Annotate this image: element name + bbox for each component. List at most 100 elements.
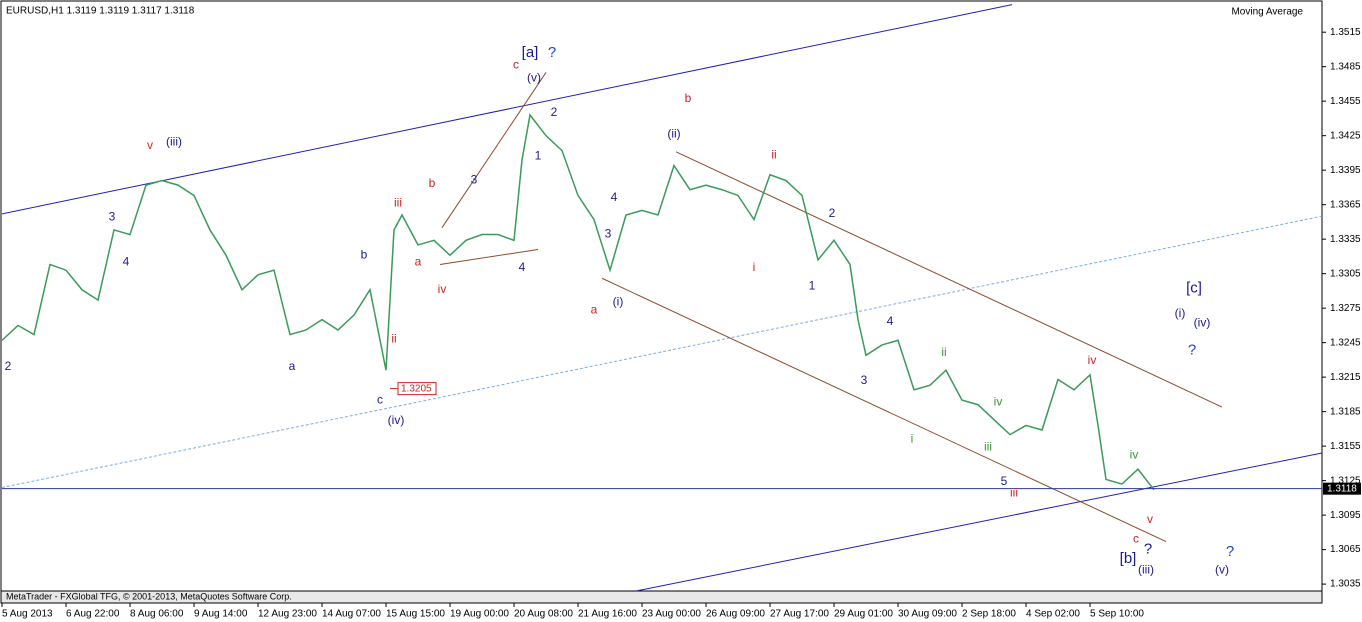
wave-label: 2 — [5, 359, 12, 373]
wave-label: a — [415, 254, 422, 268]
wave-label: (iii) — [166, 135, 182, 149]
y-tick-label: 1.3275 — [1330, 303, 1361, 314]
level-label: 1.3205 — [401, 383, 432, 394]
x-tick-label: 14 Aug 07:00 — [322, 609, 381, 620]
y-tick-label: 1.3155 — [1330, 441, 1361, 452]
wave-label: ii — [391, 331, 396, 345]
wave-label: iii — [984, 439, 992, 453]
wave-label: 3 — [109, 209, 116, 223]
wave-label: 5 — [1001, 474, 1008, 488]
wave-label: 3 — [861, 373, 868, 387]
wave-label: 2 — [829, 206, 836, 220]
y-tick-label: 1.3215 — [1330, 372, 1361, 383]
trendline — [441, 72, 547, 228]
y-tick-label: 1.3365 — [1330, 199, 1361, 210]
y-tick-label: 1.3335 — [1330, 234, 1361, 245]
wave-label: v — [147, 138, 153, 152]
y-tick-label: 1.3035 — [1330, 579, 1361, 590]
trendline — [2, 4, 1013, 215]
x-tick-label: 21 Aug 16:00 — [578, 609, 637, 620]
wave-label: [c] — [1186, 280, 1202, 297]
wave-label: (iii) — [1138, 562, 1154, 576]
last-price-box — [1323, 482, 1361, 495]
wave-label: (i) — [613, 295, 624, 309]
wave-label: c — [513, 58, 519, 72]
wave-label: iii — [394, 196, 402, 210]
wave-label: [b] — [1120, 550, 1137, 567]
wave-label: 3 — [605, 227, 612, 241]
wave-label: b — [429, 176, 436, 190]
wave-label: iv — [438, 282, 447, 296]
y-tick-label: 1.3095 — [1330, 510, 1361, 521]
wave-label: (v) — [1215, 562, 1229, 576]
chart-title: EURUSD,H1 1.3119 1.3119 1.3117 1.3118 — [6, 6, 195, 17]
wave-label: a — [289, 359, 296, 373]
price-line — [2, 113, 1155, 491]
trendline — [635, 452, 1322, 591]
wave-label: iv — [1130, 447, 1139, 461]
wave-label: 1 — [535, 149, 542, 163]
y-tick-label: 1.3185 — [1330, 406, 1361, 417]
level-box — [397, 382, 437, 396]
wave-label: 4 — [887, 314, 894, 328]
x-tick-label: 23 Aug 00:00 — [642, 609, 701, 620]
y-tick-label: 1.3515 — [1330, 27, 1361, 38]
wave-label: 4 — [611, 190, 618, 204]
wave-label: (ii) — [667, 127, 680, 141]
x-tick-label: 12 Aug 23:00 — [258, 609, 317, 620]
x-tick-label: 2 Sep 18:00 — [962, 609, 1016, 620]
x-tick-label: 8 Aug 06:00 — [130, 609, 184, 620]
wave-label: i — [753, 260, 756, 274]
x-tick-label: 15 Aug 15:00 — [386, 609, 445, 620]
subwindow — [0, 590, 1323, 604]
x-tick-label: 29 Aug 01:00 — [834, 609, 893, 620]
x-tick-label: 19 Aug 00:00 — [450, 609, 509, 620]
plot-area — [2, 4, 1322, 591]
x-tick-label: 27 Aug 17:00 — [770, 609, 829, 620]
wave-label: b — [361, 247, 368, 261]
wave-label: ? — [1188, 342, 1196, 359]
wave-label: c — [1133, 531, 1139, 545]
wave-label: ii — [941, 345, 946, 359]
wave-label: 4 — [123, 254, 130, 268]
wave-label: (i) — [1175, 306, 1186, 320]
wave-label: a — [591, 303, 598, 317]
trendline — [601, 277, 1167, 543]
wave-label: 2 — [551, 105, 558, 119]
wave-label: 3 — [471, 173, 478, 187]
y-tick-label: 1.3305 — [1330, 268, 1361, 279]
wave-label: [a] — [522, 44, 539, 61]
wave-label: iii — [1010, 485, 1018, 499]
wave-label: ii — [771, 147, 776, 161]
wave-label: (iv) — [1194, 315, 1211, 329]
y-tick-label: 1.3125 — [1330, 475, 1361, 486]
x-tick-label: 9 Aug 14:00 — [194, 609, 248, 620]
wave-label: v — [1147, 512, 1153, 526]
x-tick-label: 5 Aug 2013 — [2, 609, 53, 620]
wave-label: ? — [1226, 543, 1234, 560]
wave-label: (v) — [527, 70, 541, 84]
wave-label: b — [685, 91, 692, 105]
wave-label: iv — [994, 395, 1003, 409]
y-tick-label: 1.3395 — [1330, 165, 1361, 176]
wave-label: ? — [1144, 541, 1152, 558]
y-tick-label: 1.3455 — [1330, 96, 1361, 107]
indicator-label: Moving Average — [1231, 7, 1303, 18]
wave-label: 4 — [519, 260, 526, 274]
x-tick-label: 6 Aug 22:00 — [66, 609, 120, 620]
x-tick-label: 30 Aug 09:00 — [898, 609, 957, 620]
wave-label: i — [911, 431, 914, 445]
wave-label: c — [377, 392, 383, 406]
y-tick-label: 1.3485 — [1330, 61, 1361, 72]
y-tick-label: 1.3425 — [1330, 130, 1361, 141]
y-tick-label: 1.3245 — [1330, 337, 1361, 348]
y-tick-label: 1.3065 — [1330, 544, 1361, 555]
footer: MetaTrader - FXGlobal TFG, © 2001-2013, … — [6, 591, 292, 601]
trendline — [675, 151, 1223, 408]
wave-label: (iv) — [388, 413, 405, 427]
x-tick-label: 26 Aug 09:00 — [706, 609, 765, 620]
wave-label: 1 — [809, 278, 816, 292]
wave-label: iv — [1088, 353, 1097, 367]
